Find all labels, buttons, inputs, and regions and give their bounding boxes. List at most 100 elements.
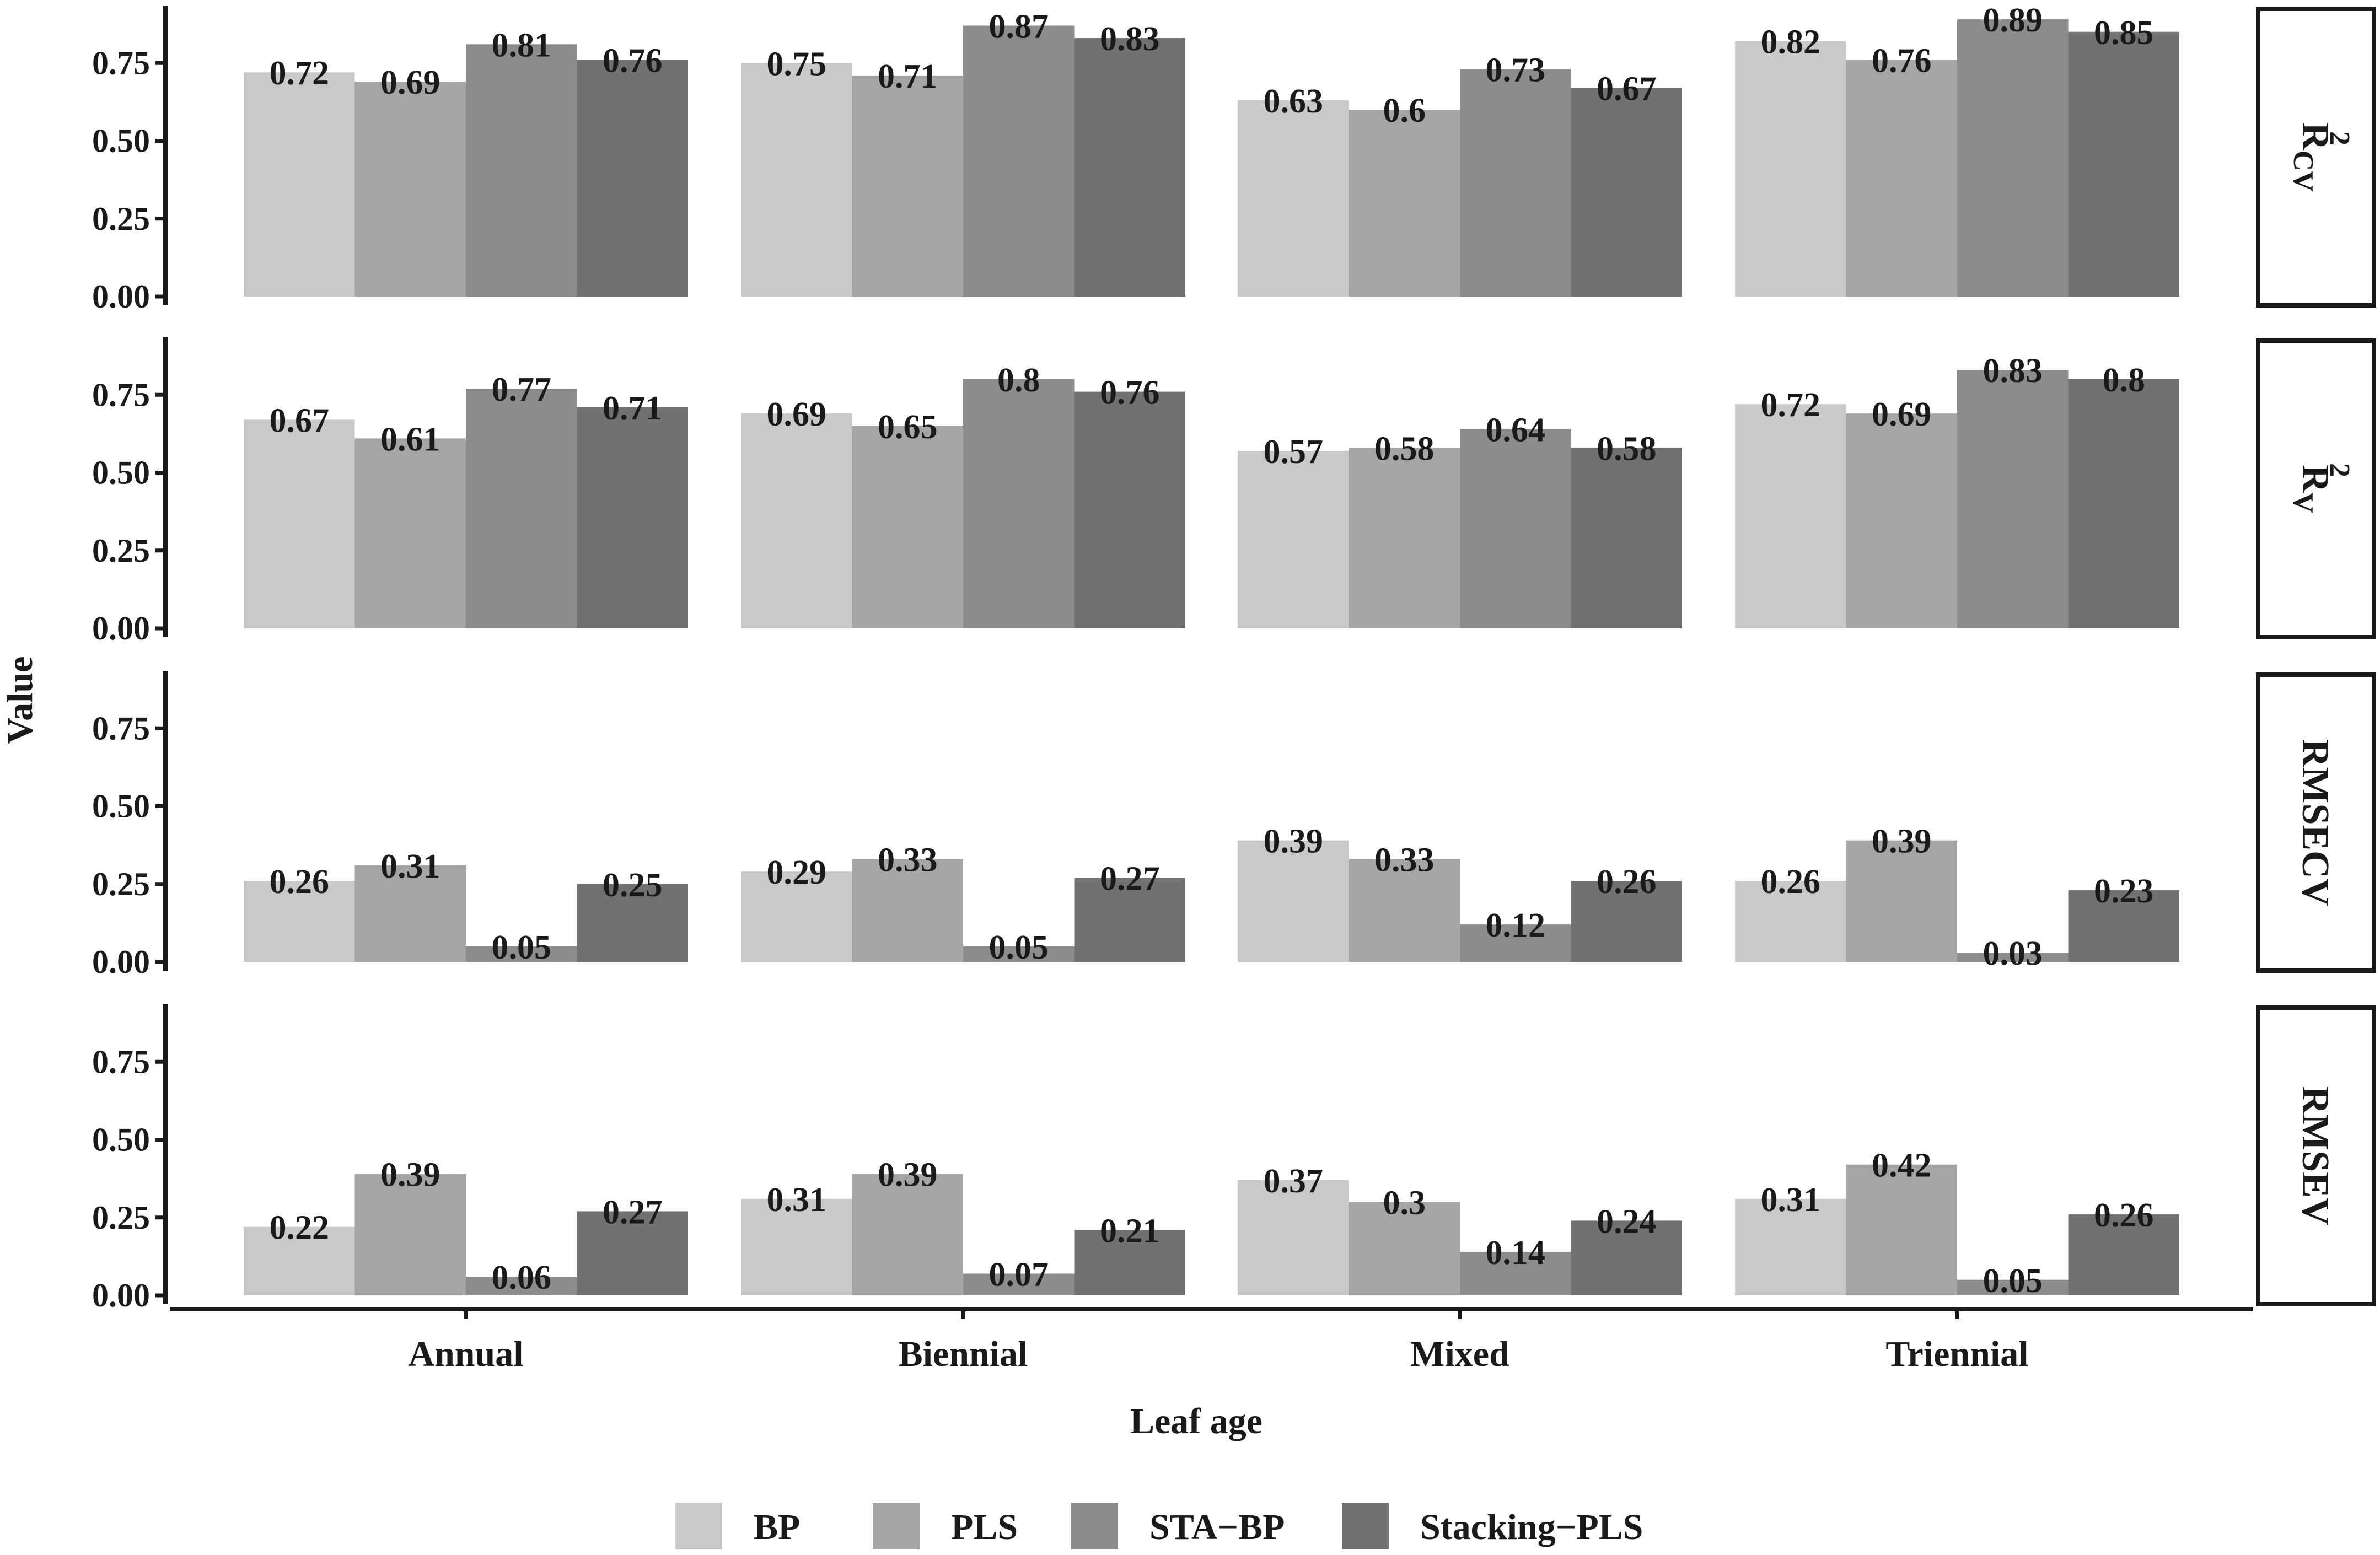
bar-biennial-3 <box>963 946 1075 962</box>
bar-mixed-3 <box>1460 69 1571 297</box>
data-label: 0.76 <box>1100 374 1160 412</box>
bar-biennial-1 <box>741 1198 852 1295</box>
y-tick-label: 0.50 <box>92 123 150 159</box>
legend: BP PLS STA−BP Stacking−PLS <box>675 1503 1643 1549</box>
legend-swatch <box>1071 1503 1118 1549</box>
bar-annual-1 <box>244 72 355 297</box>
bar-annual-4 <box>577 1211 688 1295</box>
bar-biennial-4 <box>1074 878 1185 962</box>
bar-mixed-2 <box>1349 1202 1460 1295</box>
y-tick-label: 0.75 <box>92 1043 150 1080</box>
bar-mixed-2 <box>1349 110 1460 297</box>
bar-mixed-4 <box>1571 881 1682 962</box>
y-tick-label: 0.75 <box>92 710 150 746</box>
bar-mixed-2 <box>1349 859 1460 962</box>
data-label: 0.31 <box>767 1181 827 1219</box>
data-label: 0.06 <box>492 1259 552 1296</box>
y-tick-label: 0.25 <box>92 532 150 569</box>
facet-strip-box <box>2256 672 2376 973</box>
legend-label: BP <box>754 1507 800 1547</box>
bar-triennial-4 <box>2068 1214 2179 1295</box>
bar-annual-2 <box>354 438 466 628</box>
legend-swatch <box>1342 1503 1389 1549</box>
facet-strip-box <box>2256 338 2376 639</box>
data-label: 0.76 <box>603 42 663 80</box>
facet-strip-superscript: 2 <box>2324 463 2355 477</box>
x-axis-title: Leaf age <box>1130 1401 1262 1441</box>
data-label: 0.24 <box>1597 1203 1657 1240</box>
y-tick-label: 0.00 <box>92 1277 150 1314</box>
data-label: 0.69 <box>1872 396 1932 433</box>
data-label: 0.75 <box>767 45 827 83</box>
facet-panel-3: 0.00 0.25 0.50 0.75 0.26 0.31 0.05 0.25 0.29 0.33… <box>92 671 2376 980</box>
bar-annual-4 <box>577 60 688 297</box>
data-label: 0.83 <box>1983 352 2043 390</box>
bar-biennial-2 <box>852 75 963 297</box>
bar-biennial-3 <box>963 25 1075 297</box>
data-label: 0.72 <box>1761 386 1821 424</box>
y-tick-label: 0.75 <box>92 45 150 81</box>
data-label: 0.03 <box>1983 935 2043 972</box>
bar-biennial-1 <box>741 871 852 962</box>
x-category-labels: Annual Biennial Mixed Triennial <box>408 1309 2029 1374</box>
y-tick-label: 0.00 <box>92 944 150 980</box>
bar-triennial-3 <box>1957 1279 2069 1295</box>
bar-mixed-1 <box>1238 100 1349 297</box>
bar-mixed-4 <box>1571 88 1682 297</box>
data-label: 0.21 <box>1100 1212 1160 1250</box>
bar-mixed-1 <box>1238 840 1349 962</box>
data-label: 0.67 <box>270 402 330 439</box>
x-category-label: Mixed <box>1410 1334 1509 1374</box>
bar-triennial-4 <box>2068 379 2179 628</box>
bar-triennial-2 <box>1846 1164 1957 1295</box>
facet-panel-4: 0.00 0.25 0.50 0.75 0.22 0.39 0.06 0.27 0.31 0.39… <box>92 1004 2376 1314</box>
bar-annual-3 <box>466 946 577 962</box>
data-label: 0.33 <box>1374 842 1435 879</box>
bar-annual-3 <box>466 1277 577 1295</box>
data-label: 0.71 <box>878 58 938 95</box>
bar-biennial-4 <box>1074 38 1185 297</box>
facet-strip-superscript: 2 <box>2324 131 2355 146</box>
data-label: 0.05 <box>989 929 1049 966</box>
bar-triennial-1 <box>1735 41 1846 297</box>
data-label: 0.61 <box>380 421 440 458</box>
bar-biennial-3 <box>963 379 1075 628</box>
bar-triennial-2 <box>1846 840 1957 962</box>
bar-triennial-2 <box>1846 60 1957 297</box>
bar-annual-1 <box>244 881 355 962</box>
data-label: 0.85 <box>2094 14 2154 52</box>
facet-strip-box <box>2256 1005 2376 1306</box>
bar-biennial-2 <box>852 859 963 962</box>
data-label: 0.89 <box>1983 2 2043 39</box>
data-label: 0.31 <box>1761 1181 1821 1219</box>
data-label: 0.23 <box>2094 873 2154 910</box>
data-label: 0.72 <box>270 55 330 92</box>
x-category-label: Annual <box>408 1334 523 1374</box>
y-tick-label: 0.50 <box>92 1122 150 1158</box>
bar-biennial-1 <box>741 413 852 628</box>
legend-label: STA−BP <box>1149 1507 1285 1547</box>
bar-annual-1 <box>244 419 355 628</box>
data-label: 0.58 <box>1374 430 1435 467</box>
data-label: 0.6 <box>1383 92 1426 130</box>
data-label: 0.76 <box>1872 42 1932 80</box>
bar-biennial-3 <box>963 1273 1075 1295</box>
bar-triennial-1 <box>1735 1198 1846 1295</box>
data-label: 0.12 <box>1486 907 1546 944</box>
facet-strip-label: RV <box>2287 465 2336 513</box>
data-label: 0.69 <box>380 64 440 101</box>
data-label: 0.37 <box>1264 1163 1324 1200</box>
bar-triennial-4 <box>2068 890 2179 962</box>
bar-mixed-3 <box>1460 429 1571 628</box>
data-label: 0.3 <box>1383 1185 1426 1222</box>
data-label: 0.27 <box>603 1193 663 1231</box>
y-tick-label: 0.75 <box>92 376 150 413</box>
data-label: 0.58 <box>1597 430 1657 467</box>
data-label: 0.25 <box>603 867 663 904</box>
data-label: 0.63 <box>1264 83 1324 120</box>
data-label: 0.05 <box>1983 1262 2043 1300</box>
data-label: 0.65 <box>878 408 938 446</box>
legend-label: PLS <box>951 1507 1018 1547</box>
bar-mixed-4 <box>1571 448 1682 628</box>
